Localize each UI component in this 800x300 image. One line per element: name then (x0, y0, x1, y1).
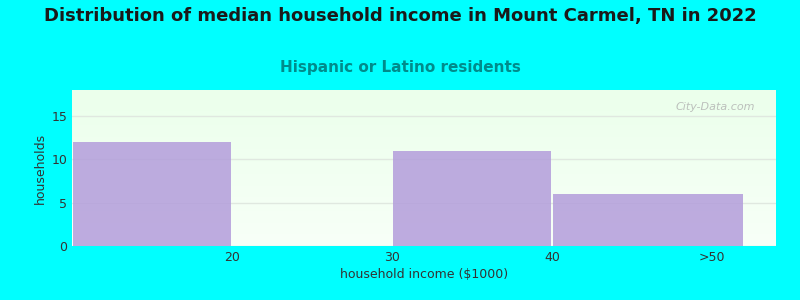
Bar (72, 236, 776, 238)
Bar (72, 223, 776, 224)
Bar (72, 199, 776, 201)
Bar (72, 232, 776, 234)
Bar (72, 106, 776, 108)
Bar (72, 215, 776, 217)
Bar (72, 238, 776, 240)
Bar (72, 90, 776, 92)
Bar (72, 166, 776, 168)
Bar (72, 104, 776, 106)
Bar (72, 164, 776, 166)
Text: Hispanic or Latino residents: Hispanic or Latino residents (279, 60, 521, 75)
Bar (72, 174, 776, 176)
Bar (72, 117, 776, 119)
Bar (72, 145, 776, 147)
Bar (72, 112, 776, 113)
Text: Distribution of median household income in Mount Carmel, TN in 2022: Distribution of median household income … (44, 8, 756, 26)
Bar (72, 185, 776, 188)
Bar (72, 170, 776, 172)
Bar (72, 207, 776, 209)
Bar (72, 147, 776, 148)
Bar (72, 209, 776, 211)
Bar (72, 143, 776, 145)
Bar (72, 190, 776, 191)
Bar (72, 133, 776, 135)
Bar (72, 168, 776, 170)
Bar (72, 129, 776, 131)
Bar (72, 234, 776, 236)
Bar (72, 119, 776, 121)
Bar (72, 135, 776, 137)
Bar (72, 180, 776, 182)
Bar (72, 92, 776, 94)
Bar (72, 195, 776, 197)
Bar (72, 184, 776, 185)
Bar (72, 162, 776, 164)
Bar (72, 96, 776, 98)
Bar (72, 116, 776, 117)
Bar (72, 240, 776, 242)
Bar (73, 142, 231, 246)
Bar (72, 213, 776, 215)
Bar (72, 224, 776, 226)
Bar (72, 203, 776, 205)
Bar (72, 230, 776, 232)
Bar (72, 151, 776, 152)
Bar (72, 182, 776, 184)
Bar (72, 158, 776, 160)
Bar (72, 154, 776, 156)
Bar (72, 125, 776, 127)
Bar (72, 229, 776, 230)
Bar (72, 110, 776, 112)
Bar (72, 137, 776, 139)
Bar (72, 160, 776, 162)
Bar (72, 244, 776, 246)
Bar (72, 211, 776, 213)
Bar (72, 121, 776, 123)
Bar (72, 113, 776, 115)
Bar (72, 193, 776, 195)
Bar (72, 100, 776, 102)
Bar (72, 221, 776, 223)
X-axis label: household income ($1000): household income ($1000) (340, 268, 508, 281)
Text: City-Data.com: City-Data.com (675, 103, 755, 112)
Bar (72, 102, 776, 104)
Bar (72, 201, 776, 203)
Y-axis label: households: households (34, 132, 47, 204)
Bar (72, 127, 776, 129)
Bar (72, 131, 776, 133)
Bar (72, 98, 776, 100)
Bar (72, 141, 776, 143)
Bar (72, 156, 776, 158)
Bar (394, 151, 550, 246)
Bar (72, 219, 776, 221)
Bar (72, 188, 776, 190)
Bar (72, 197, 776, 199)
Bar (72, 176, 776, 178)
Bar (72, 152, 776, 154)
Bar (554, 194, 743, 246)
Bar (72, 242, 776, 244)
Bar (72, 191, 776, 193)
Bar (72, 123, 776, 125)
Bar (72, 148, 776, 150)
Bar (72, 226, 776, 229)
Bar (72, 217, 776, 219)
Bar (72, 108, 776, 109)
Bar (72, 94, 776, 96)
Bar (72, 139, 776, 141)
Bar (72, 178, 776, 180)
Bar (72, 205, 776, 207)
Bar (72, 172, 776, 174)
